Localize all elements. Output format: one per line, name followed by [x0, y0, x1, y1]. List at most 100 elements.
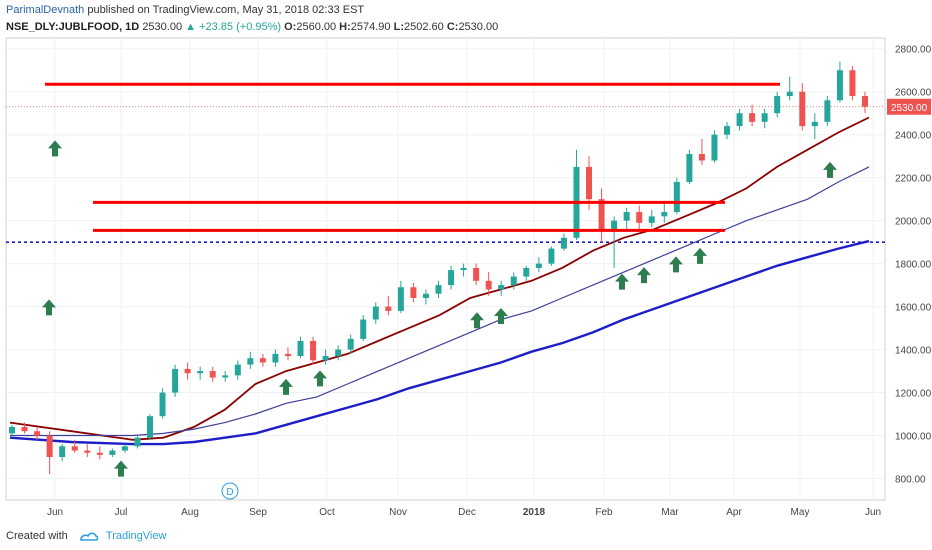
resistance-levels: [45, 82, 780, 232]
candle-body: [84, 450, 91, 453]
candle-body: [297, 340, 304, 357]
candle-body: [636, 212, 643, 223]
y-tick-label: 2600.00: [895, 88, 932, 99]
candle-body: [360, 319, 367, 339]
candle-body: [335, 349, 342, 357]
candle-body: [310, 340, 317, 361]
candle-body: [485, 280, 492, 290]
candle-body: [623, 212, 630, 221]
candle-body: [611, 220, 618, 232]
candle-body: [422, 293, 429, 299]
candle-body: [272, 353, 279, 363]
candle-body: [172, 368, 179, 393]
high-value: 2574.90: [350, 21, 391, 33]
buy-arrow-icon: [494, 308, 508, 325]
ma-line-3: [9, 239, 870, 446]
open-label: O:: [284, 21, 297, 33]
last-price-label: 2530.00: [891, 103, 928, 114]
low-label: L:: [393, 21, 404, 33]
candle-body: [673, 181, 680, 213]
x-tick-label: Oct: [319, 507, 335, 518]
last-price-tag: [887, 98, 931, 115]
y-tick-label: 2000.00: [895, 217, 932, 228]
buy-arrow-icon: [823, 161, 837, 178]
candle-body: [385, 306, 392, 311]
candle-body: [548, 248, 555, 264]
candle-body: [21, 426, 28, 432]
candle-body: [736, 113, 743, 127]
published-info: published on TradingView.com, May 31, 20…: [87, 4, 365, 16]
candle-body: [109, 450, 116, 455]
y-tick-label: 1600.00: [895, 303, 932, 314]
buy-arrow-icon: [470, 312, 484, 329]
y-tick-label: 1400.00: [895, 346, 932, 357]
x-tick-label: Jul: [115, 507, 128, 518]
y-tick-label: 2400.00: [895, 131, 932, 142]
buy-arrow-icon: [48, 140, 62, 157]
close-label: C:: [446, 21, 459, 33]
chart-header: ParimalDevnath published on TradingView.…: [6, 2, 906, 36]
y-tick-label: 1000.00: [895, 432, 932, 443]
y-tick-label: 1800.00: [895, 260, 932, 271]
buy-arrow-icon: [669, 256, 683, 273]
candle-body: [146, 416, 153, 438]
candle-body: [586, 166, 593, 200]
buy-arrow-icon: [637, 267, 651, 284]
dividend-marker-label: D: [226, 487, 233, 498]
buy-arrows: [42, 140, 837, 477]
candle-body: [711, 134, 718, 161]
x-tick-label: Aug: [181, 507, 199, 518]
candle-body: [209, 371, 216, 378]
candle-body: [460, 267, 467, 271]
candle-body: [849, 70, 856, 97]
buy-arrow-icon: [615, 273, 629, 290]
tradingview-logo-icon: [80, 532, 99, 541]
tradingview-link[interactable]: TradingView: [105, 530, 167, 542]
moving-averages: [9, 116, 870, 446]
candle-body: [598, 199, 605, 232]
candle-body: [473, 267, 480, 281]
axes: 800.00 1000.00 1200.00 1400.00 1600.00 1800.0…: [47, 45, 932, 518]
candle-body: [46, 435, 53, 458]
candle-body: [648, 216, 655, 223]
created-with-label: Created with: [6, 530, 68, 542]
candle-body: [523, 267, 530, 277]
last-price: 2530.00: [142, 21, 183, 33]
author-link[interactable]: ParimalDevnath: [6, 4, 85, 16]
x-tick-label: May: [791, 507, 810, 518]
ma-line-2: [10, 166, 870, 437]
y-tick-label: 2200.00: [895, 174, 932, 185]
y-tick-label: 800.00: [895, 475, 926, 486]
candle-body: [811, 121, 818, 127]
high-label: H:: [339, 21, 351, 33]
candle-body: [749, 113, 756, 122]
x-tick-label: 2018: [523, 507, 546, 518]
dividend-marker-icon: [221, 482, 239, 500]
ma-line-1: [9, 116, 870, 441]
candle-body: [435, 285, 442, 294]
candle-body: [184, 368, 191, 374]
close-value: 2530.00: [458, 21, 499, 33]
buy-arrow-icon: [279, 378, 293, 395]
buy-arrow-icon: [313, 370, 327, 387]
x-tick-label: Jun: [47, 507, 63, 518]
x-tick-label: Dec: [458, 507, 476, 518]
candle-body: [862, 96, 868, 107]
x-tick-label: Apr: [726, 507, 742, 518]
candle-body: [372, 306, 379, 320]
symbol-label: NSE_DLY:JUBLFOOD, 1D: [6, 21, 140, 33]
candle-body: [410, 287, 417, 299]
candle-body: [34, 431, 41, 436]
candle-body: [59, 446, 66, 458]
candle-body: [761, 113, 768, 122]
change-up-icon: ▲: [185, 21, 197, 33]
grid: [5, 37, 886, 501]
candle-body: [510, 276, 517, 286]
candle-body: [698, 154, 705, 161]
x-tick-label: Mar: [661, 507, 679, 518]
candle-body: [535, 263, 542, 268]
candle-body: [824, 100, 831, 122]
price-chart[interactable]: 800.00 1000.00 1200.00 1400.00 1600.00 1800.0…: [0, 0, 932, 522]
candle-body: [661, 212, 668, 217]
candle-body: [322, 356, 329, 361]
